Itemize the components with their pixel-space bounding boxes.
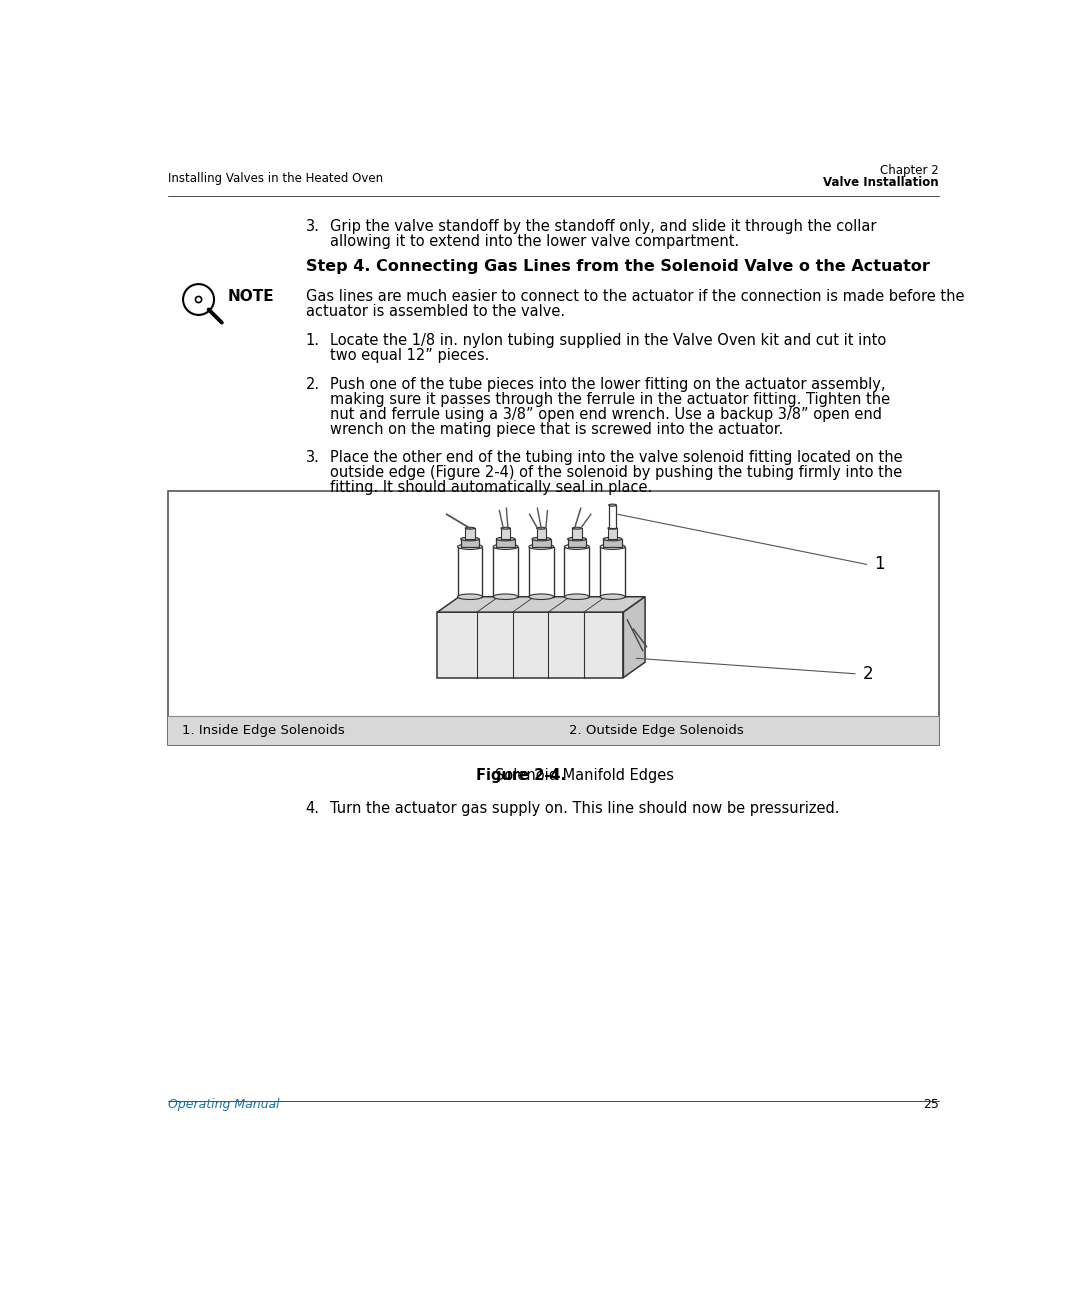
- Text: Place the other end of the tubing into the valve solenoid fitting located on the: Place the other end of the tubing into t…: [330, 451, 903, 465]
- Ellipse shape: [458, 594, 483, 600]
- Ellipse shape: [565, 594, 590, 600]
- Text: 2: 2: [863, 665, 874, 683]
- Text: Grip the valve standoff by the standoff only, and slide it through the collar: Grip the valve standoff by the standoff …: [330, 219, 877, 233]
- Text: NOTE: NOTE: [228, 289, 274, 305]
- Text: Operating Manual: Operating Manual: [168, 1098, 280, 1111]
- Text: 25: 25: [922, 1098, 939, 1111]
- Polygon shape: [532, 539, 551, 547]
- Text: 3.: 3.: [306, 219, 320, 233]
- Text: actuator is assembled to the valve.: actuator is assembled to the valve.: [306, 303, 565, 319]
- Ellipse shape: [461, 537, 480, 540]
- Polygon shape: [572, 529, 581, 539]
- Polygon shape: [501, 529, 510, 539]
- Polygon shape: [494, 547, 518, 596]
- Ellipse shape: [608, 527, 617, 529]
- Text: Installing Valves in the Heated Oven: Installing Valves in the Heated Oven: [168, 172, 383, 185]
- Polygon shape: [568, 539, 586, 547]
- Ellipse shape: [465, 527, 474, 529]
- Ellipse shape: [600, 544, 625, 550]
- Polygon shape: [529, 547, 554, 596]
- Text: Step 4. Connecting Gas Lines from the Solenoid Valve o the Actuator: Step 4. Connecting Gas Lines from the So…: [306, 259, 930, 275]
- Ellipse shape: [537, 527, 545, 529]
- Text: Chapter 2: Chapter 2: [880, 165, 939, 178]
- Ellipse shape: [529, 594, 554, 600]
- Ellipse shape: [568, 537, 586, 540]
- Polygon shape: [608, 529, 617, 539]
- Ellipse shape: [600, 594, 625, 600]
- FancyBboxPatch shape: [168, 491, 939, 745]
- Text: Solenoid Manifold Edges: Solenoid Manifold Edges: [495, 769, 674, 784]
- Polygon shape: [461, 539, 480, 547]
- Text: 1.: 1.: [306, 333, 320, 347]
- Text: fitting. It should automatically seal in place.: fitting. It should automatically seal in…: [330, 481, 652, 495]
- Text: Turn the actuator gas supply on. This line should now be pressurized.: Turn the actuator gas supply on. This li…: [330, 801, 840, 815]
- Text: nut and ferrule using a 3/8” open end wrench. Use a backup 3/8” open end: nut and ferrule using a 3/8” open end wr…: [330, 407, 882, 421]
- Ellipse shape: [497, 537, 515, 540]
- Ellipse shape: [604, 537, 622, 540]
- Polygon shape: [465, 529, 474, 539]
- Polygon shape: [537, 529, 545, 539]
- Ellipse shape: [494, 544, 518, 550]
- Polygon shape: [458, 547, 483, 596]
- Text: 1. Inside Edge Solenoids: 1. Inside Edge Solenoids: [183, 724, 345, 737]
- Text: outside edge (Figure 2-4) of the solenoid by pushing the tubing firmly into the: outside edge (Figure 2-4) of the solenoi…: [330, 465, 903, 481]
- Polygon shape: [497, 539, 515, 547]
- Text: 2.: 2.: [306, 377, 320, 391]
- Ellipse shape: [501, 527, 510, 529]
- Text: Push one of the tube pieces into the lower fitting on the actuator assembly,: Push one of the tube pieces into the low…: [330, 377, 886, 391]
- Ellipse shape: [494, 594, 518, 600]
- Text: wrench on the mating piece that is screwed into the actuator.: wrench on the mating piece that is screw…: [330, 421, 784, 437]
- Text: Gas lines are much easier to connect to the actuator if the connection is made b: Gas lines are much easier to connect to …: [306, 289, 964, 303]
- Ellipse shape: [532, 537, 551, 540]
- Ellipse shape: [529, 544, 554, 550]
- Polygon shape: [437, 596, 645, 612]
- FancyBboxPatch shape: [168, 717, 939, 745]
- Text: allowing it to extend into the lower valve compartment.: allowing it to extend into the lower val…: [330, 233, 740, 249]
- Polygon shape: [609, 505, 617, 529]
- Text: Figure 2-4.: Figure 2-4.: [476, 769, 566, 784]
- Text: Locate the 1/8 in. nylon tubing supplied in the Valve Oven kit and cut it into: Locate the 1/8 in. nylon tubing supplied…: [330, 333, 887, 347]
- Text: 4.: 4.: [306, 801, 320, 815]
- Text: Valve Installation: Valve Installation: [823, 176, 939, 189]
- Ellipse shape: [572, 527, 581, 529]
- Text: two equal 12” pieces.: two equal 12” pieces.: [330, 347, 489, 363]
- Ellipse shape: [609, 504, 617, 505]
- Text: 2. Outside Edge Solenoids: 2. Outside Edge Solenoids: [569, 724, 744, 737]
- Text: 3.: 3.: [306, 451, 320, 465]
- Polygon shape: [437, 612, 623, 678]
- Polygon shape: [565, 547, 590, 596]
- Text: making sure it passes through the ferrule in the actuator fitting. Tighten the: making sure it passes through the ferrul…: [330, 391, 890, 407]
- Polygon shape: [623, 596, 645, 678]
- Ellipse shape: [565, 544, 590, 550]
- Polygon shape: [604, 539, 622, 547]
- Text: 1: 1: [875, 556, 885, 573]
- Ellipse shape: [458, 544, 483, 550]
- Polygon shape: [600, 547, 625, 596]
